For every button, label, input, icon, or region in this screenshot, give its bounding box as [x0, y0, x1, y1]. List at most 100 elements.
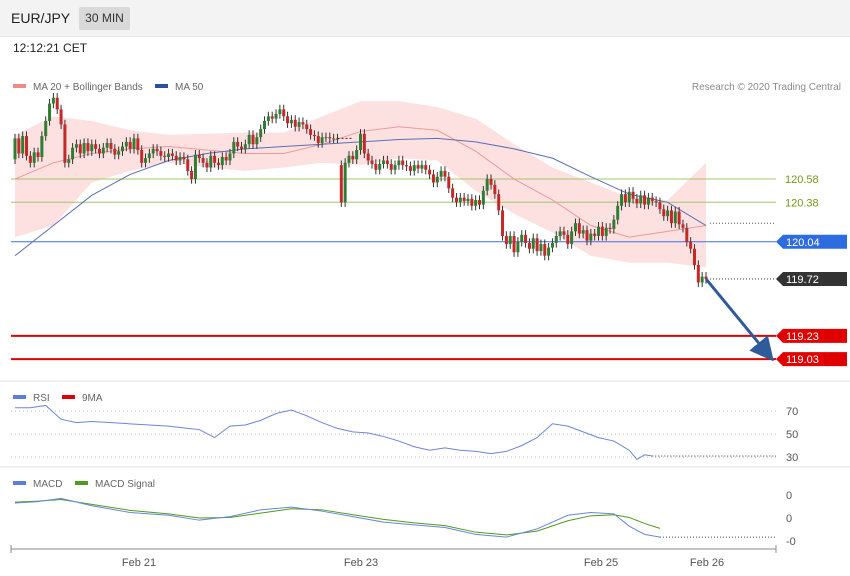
candle-body	[17, 138, 21, 154]
candle-body	[224, 156, 228, 161]
signal-legend-label: MACD Signal	[95, 479, 155, 490]
candle-body	[635, 198, 639, 204]
legend-label-0: MA 20 + Bollinger Bands	[33, 82, 143, 93]
header-bar: EUR/JPY 30 MIN	[0, 0, 850, 37]
macd-signal-line	[14, 498, 661, 536]
candle-body	[524, 234, 528, 243]
candle-body	[205, 162, 209, 168]
support-label-4: 119.23	[786, 331, 819, 343]
candle-body	[581, 230, 585, 234]
x-tick-1: Feb 23	[344, 557, 378, 569]
candle-body	[28, 155, 32, 163]
candle-body	[78, 144, 82, 154]
candle-body	[21, 136, 25, 154]
candle-body	[435, 176, 439, 183]
candle-body	[493, 184, 497, 195]
candle-body	[570, 231, 574, 245]
candle-body	[71, 147, 75, 160]
candle-body	[40, 136, 44, 157]
candle-body	[140, 150, 144, 163]
candle-body	[255, 137, 259, 145]
candle-body	[673, 211, 677, 224]
candle-body	[263, 120, 267, 130]
candle-body	[504, 235, 508, 245]
candle-body	[305, 124, 309, 130]
candle-body	[324, 137, 328, 139]
candle-body	[178, 156, 182, 161]
candle-body	[654, 201, 658, 203]
candle-body	[289, 119, 293, 124]
candle-body	[351, 155, 355, 160]
candle-body	[543, 244, 547, 256]
candle-body	[297, 122, 301, 127]
candle-body	[627, 191, 631, 203]
rsi-legend-swatch	[13, 395, 26, 399]
pivot-tag	[776, 234, 847, 249]
pivot-label: 120.04	[786, 237, 820, 249]
candle-body	[577, 223, 581, 234]
candle-body	[374, 163, 378, 170]
rsi-legend-label: RSI	[33, 393, 50, 404]
candle-body	[447, 176, 451, 189]
candle-body	[236, 141, 240, 147]
timestamp: 12:12:21 CET	[13, 41, 88, 55]
candle-body	[408, 166, 412, 171]
candle-body	[658, 202, 662, 210]
candle-body	[170, 153, 174, 156]
candle-body	[566, 234, 570, 245]
candle-body	[286, 116, 290, 124]
candle-body	[401, 160, 405, 166]
candle-body	[604, 227, 608, 236]
candle-body	[101, 147, 105, 154]
candle-body	[616, 205, 620, 220]
support-tag-4	[776, 328, 847, 343]
candle-body	[55, 97, 59, 110]
candle-body	[393, 165, 397, 170]
candle-body	[600, 226, 604, 236]
legend-label-1: MA 50	[175, 82, 204, 93]
candle-body	[301, 122, 305, 125]
candle-body	[535, 238, 539, 252]
candle-body	[489, 179, 493, 185]
candle-body	[266, 116, 270, 121]
resistance-label-1: 120.38	[785, 197, 819, 209]
candle-body	[405, 165, 409, 167]
rsi-tick-1: 50	[786, 429, 798, 441]
candle-body	[466, 198, 470, 202]
candle-body	[497, 194, 501, 211]
candle-body	[527, 242, 531, 249]
candle-body	[370, 160, 374, 164]
candle-body	[343, 162, 347, 203]
candle-body	[597, 226, 601, 236]
candle-body	[220, 156, 224, 166]
timeframe-button[interactable]: 30 MIN	[79, 7, 130, 30]
candle-body	[677, 211, 681, 225]
candle-body	[428, 169, 432, 175]
candle-body	[550, 242, 554, 248]
candle-body	[339, 165, 343, 203]
candle-body	[186, 159, 190, 171]
candle-body	[681, 224, 685, 228]
candle-body	[669, 210, 673, 224]
candle-body	[485, 179, 489, 191]
candle-body	[539, 244, 543, 252]
support-tag-5	[776, 352, 847, 367]
candle-body	[385, 160, 389, 164]
candle-body	[124, 141, 128, 147]
candle-body	[147, 153, 151, 159]
x-tick-3: Feb 26	[690, 557, 724, 569]
ma9-legend-label: 9MA	[82, 393, 103, 404]
candle-body	[328, 137, 332, 139]
rsi-line	[15, 404, 653, 461]
candle-body	[646, 197, 650, 205]
candle-body	[608, 227, 612, 229]
candle-body	[136, 138, 140, 151]
candle-body	[573, 223, 577, 232]
candle-body	[197, 154, 201, 159]
candle-body	[704, 276, 708, 279]
candle-body	[174, 155, 178, 161]
candle-body	[120, 146, 124, 152]
candle-body	[82, 143, 86, 154]
candle-body	[424, 165, 428, 170]
candle-body	[243, 144, 247, 149]
